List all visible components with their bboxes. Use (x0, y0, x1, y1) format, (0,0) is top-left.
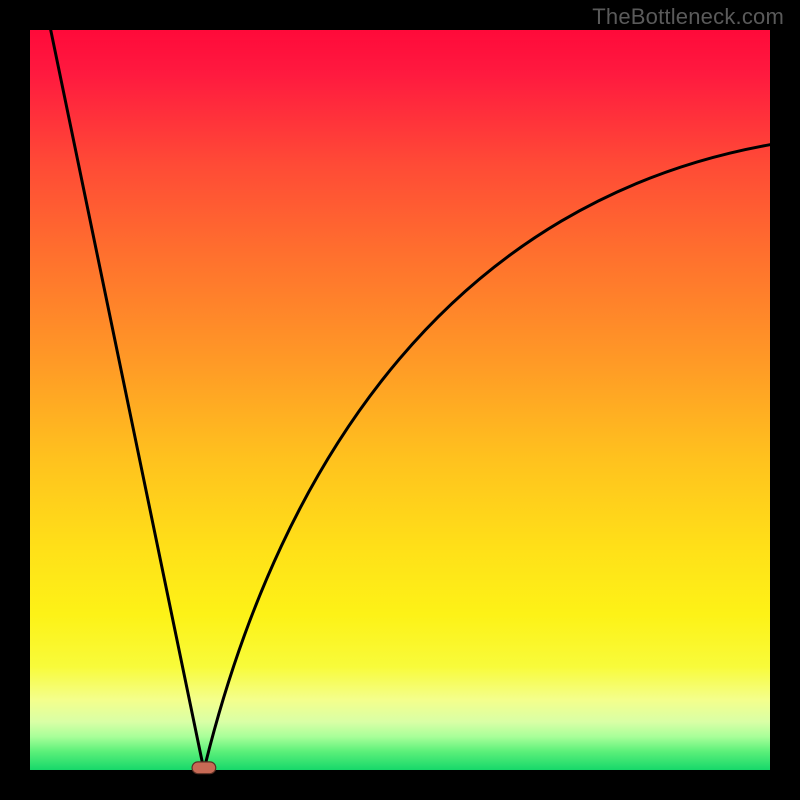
bottleneck-chart (0, 0, 800, 800)
watermark-text: TheBottleneck.com (592, 4, 784, 30)
notch-marker (192, 762, 216, 774)
plot-gradient-background (30, 30, 770, 770)
